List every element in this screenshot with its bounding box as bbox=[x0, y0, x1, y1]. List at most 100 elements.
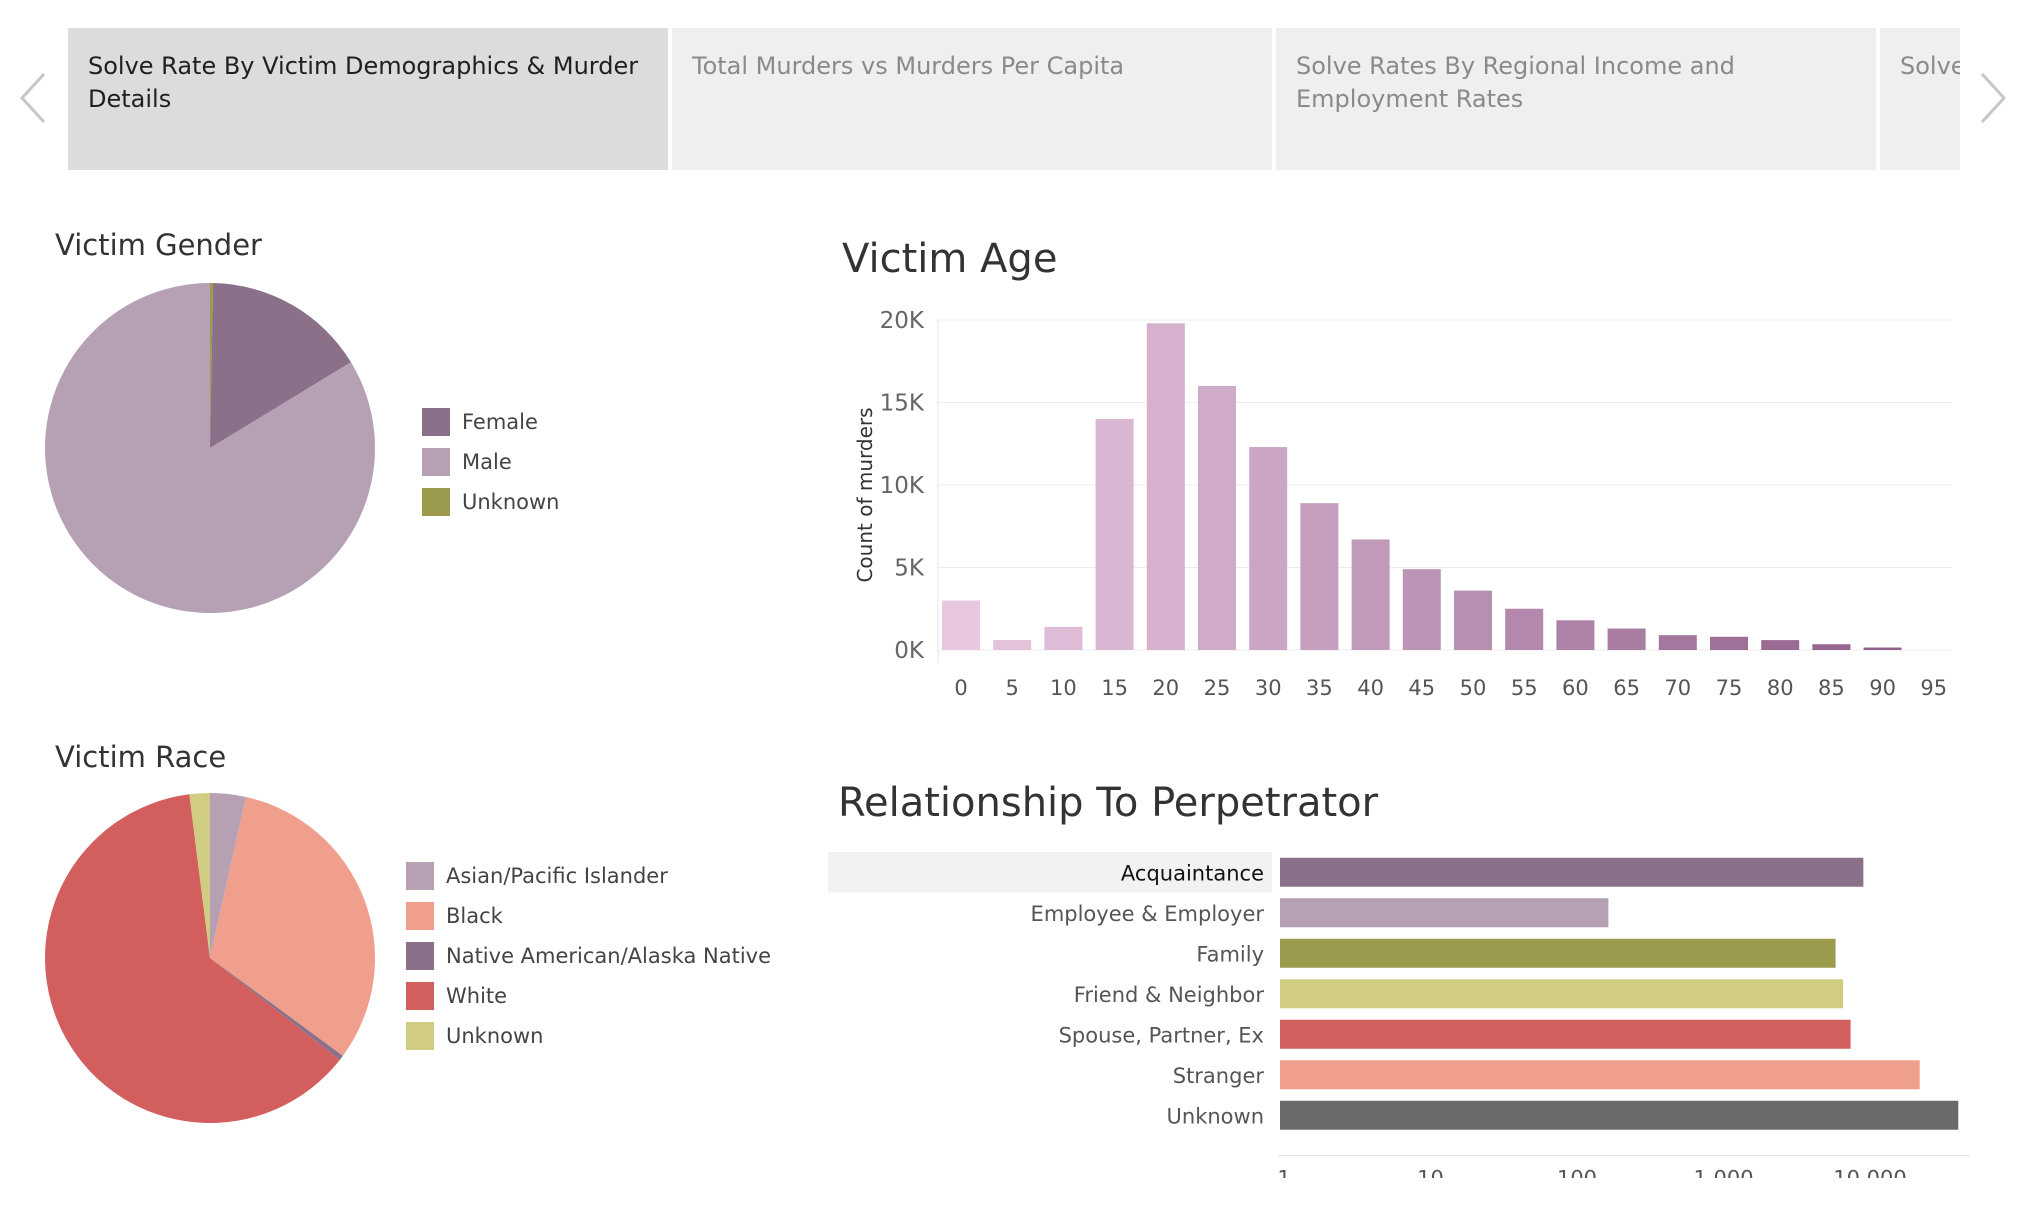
tab-label: Solve Rates By Regional Income and Emplo… bbox=[1296, 52, 1735, 113]
legend-swatch bbox=[406, 1022, 434, 1050]
tab-solve-rates[interactable]: Solve Rates bbox=[1880, 28, 1960, 170]
age-x-tick-label: 95 bbox=[1920, 676, 1947, 700]
relationship-label-acquaintance[interactable]: Acquaintance bbox=[1121, 861, 1264, 885]
age-bar-80[interactable] bbox=[1761, 640, 1800, 650]
age-bar-25[interactable] bbox=[1198, 386, 1236, 650]
relationship-x-tick-label: 10 bbox=[1417, 1167, 1444, 1179]
age-x-tick-label: 65 bbox=[1613, 676, 1640, 700]
legend-swatch bbox=[406, 942, 434, 970]
age-x-tick-label: 25 bbox=[1204, 676, 1231, 700]
chevron-right-icon[interactable] bbox=[1972, 68, 2012, 128]
race-legend-item-black[interactable]: Black bbox=[406, 896, 771, 936]
race-legend: Asian/Pacific Islander Black Native Americ… bbox=[406, 856, 771, 1056]
age-x-tick-label: 30 bbox=[1255, 676, 1282, 700]
relationship-bar-unknown[interactable] bbox=[1280, 1100, 1959, 1130]
race-legend-item-white[interactable]: White bbox=[406, 976, 771, 1016]
gender-legend-item-male[interactable]: Male bbox=[422, 442, 559, 482]
age-x-tick-label: 55 bbox=[1511, 676, 1538, 700]
tab-label: Solve Rates bbox=[1900, 52, 1960, 80]
age-bar-90[interactable] bbox=[1863, 647, 1902, 650]
age-bar-70[interactable] bbox=[1658, 635, 1697, 650]
age-x-tick-label: 45 bbox=[1408, 676, 1435, 700]
age-x-tick-label: 35 bbox=[1306, 676, 1333, 700]
age-bar-55[interactable] bbox=[1505, 608, 1544, 650]
age-bar-15[interactable] bbox=[1095, 419, 1134, 650]
relationship-label-unknown[interactable]: Unknown bbox=[1167, 1104, 1264, 1128]
age-bar-5[interactable] bbox=[993, 640, 1032, 650]
legend-swatch bbox=[422, 408, 450, 436]
age-x-tick-label: 5 bbox=[1006, 676, 1019, 700]
age-bar-75[interactable] bbox=[1710, 636, 1748, 650]
relationship-bar-family[interactable] bbox=[1280, 938, 1836, 968]
tab-demographics[interactable]: Solve Rate By Victim Demographics & Murd… bbox=[68, 28, 668, 170]
gender-slice-male[interactable] bbox=[44, 283, 376, 613]
legend-swatch bbox=[422, 488, 450, 516]
legend-swatch bbox=[406, 862, 434, 890]
relationship-bar-chart: Acquaintance Employee & Employer Family Fri… bbox=[828, 852, 1970, 1179]
race-slice-native-american-alaska-native[interactable] bbox=[210, 958, 343, 1060]
age-bar-20[interactable] bbox=[1146, 323, 1185, 650]
relationship-label-employee-employer[interactable]: Employee & Employer bbox=[1031, 902, 1265, 926]
age-bar-50[interactable] bbox=[1454, 590, 1492, 650]
race-title: Victim Race bbox=[55, 740, 227, 774]
race-legend-item-asian-pacific-islander[interactable]: Asian/Pacific Islander bbox=[406, 856, 771, 896]
story-navigator: Solve Rate By Victim Demographics & Murd… bbox=[0, 0, 2022, 180]
relationship-bar-employee-employer[interactable] bbox=[1280, 898, 1609, 928]
age-bar-45[interactable] bbox=[1402, 569, 1441, 650]
age-bar-40[interactable] bbox=[1351, 539, 1390, 650]
age-bar-85[interactable] bbox=[1812, 644, 1851, 650]
relationship-bar-stranger[interactable] bbox=[1280, 1060, 1920, 1090]
age-bar-10[interactable] bbox=[1044, 626, 1083, 650]
age-y-tick-label: 15K bbox=[880, 391, 925, 417]
race-slice-unknown[interactable] bbox=[189, 793, 210, 958]
age-bar-35[interactable] bbox=[1300, 503, 1339, 650]
tab-income-employment[interactable]: Solve Rates By Regional Income and Emplo… bbox=[1276, 28, 1876, 170]
age-bar-60[interactable] bbox=[1556, 620, 1595, 650]
relationship-x-tick-label: 10,000 bbox=[1833, 1167, 1906, 1179]
relationship-label-family[interactable]: Family bbox=[1196, 942, 1264, 966]
legend-label: Native American/Alaska Native bbox=[446, 944, 772, 968]
relationship-bar-spouse-partner-ex[interactable] bbox=[1280, 1019, 1851, 1049]
race-slice-asian-pacific-islander[interactable] bbox=[210, 793, 246, 958]
gender-pie-chart bbox=[44, 283, 376, 613]
gender-title: Victim Gender bbox=[55, 228, 262, 262]
gender-slice-female[interactable] bbox=[210, 283, 351, 448]
legend-swatch bbox=[406, 982, 434, 1010]
age-x-tick-label: 0 bbox=[954, 676, 967, 700]
age-x-tick-label: 15 bbox=[1101, 676, 1128, 700]
relationship-label-stranger[interactable]: Stranger bbox=[1173, 1064, 1265, 1088]
gender-legend-item-female[interactable]: Female bbox=[422, 402, 559, 442]
legend-label: White bbox=[446, 984, 508, 1008]
legend-label: Male bbox=[462, 450, 512, 474]
legend-swatch bbox=[406, 902, 434, 930]
tab-total-murders[interactable]: Total Murders vs Murders Per Capita bbox=[672, 28, 1272, 170]
age-x-tick-label: 10 bbox=[1050, 676, 1077, 700]
age-y-tick-label: 0K bbox=[894, 638, 925, 664]
age-x-tick-label: 70 bbox=[1664, 676, 1691, 700]
gender-slice-unknown[interactable] bbox=[210, 283, 214, 448]
chevron-left-icon[interactable] bbox=[14, 68, 54, 128]
race-slice-white[interactable] bbox=[44, 794, 340, 1123]
relationship-label-spouse-partner-ex[interactable]: Spouse, Partner, Ex bbox=[1059, 1023, 1264, 1047]
age-bar-30[interactable] bbox=[1249, 447, 1288, 650]
age-x-tick-label: 85 bbox=[1818, 676, 1845, 700]
relationship-label-friend-neighbor[interactable]: Friend & Neighbor bbox=[1074, 983, 1265, 1007]
age-x-tick-label: 40 bbox=[1357, 676, 1384, 700]
race-legend-item-unknown[interactable]: Unknown bbox=[406, 1016, 771, 1056]
relationship-x-tick-label: 1,000 bbox=[1693, 1167, 1753, 1179]
age-bar-0[interactable] bbox=[942, 600, 980, 651]
age-bar-chart: 0K 5K 10K 15K 20K Count of murders 0 5 10 15 20 25 3… bbox=[853, 308, 1952, 700]
legend-label: Asian/Pacific Islander bbox=[446, 864, 668, 888]
relationship-bar-friend-neighbor[interactable] bbox=[1280, 979, 1844, 1009]
age-y-tick-label: 10K bbox=[880, 473, 925, 499]
legend-label: Female bbox=[462, 410, 538, 434]
race-legend-item-native-american-alaska-native[interactable]: Native American/Alaska Native bbox=[406, 936, 771, 976]
tab-label: Solve Rate By Victim Demographics & Murd… bbox=[88, 52, 639, 113]
age-x-tick-label: 75 bbox=[1716, 676, 1743, 700]
gender-legend-item-unknown[interactable]: Unknown bbox=[422, 482, 559, 522]
age-bar-65[interactable] bbox=[1607, 628, 1646, 650]
age-title: Victim Age bbox=[842, 236, 1058, 282]
race-slice-black[interactable] bbox=[210, 796, 375, 1056]
age-y-tick-label: 5K bbox=[894, 556, 925, 582]
relationship-bar-acquaintance[interactable] bbox=[1280, 857, 1864, 887]
